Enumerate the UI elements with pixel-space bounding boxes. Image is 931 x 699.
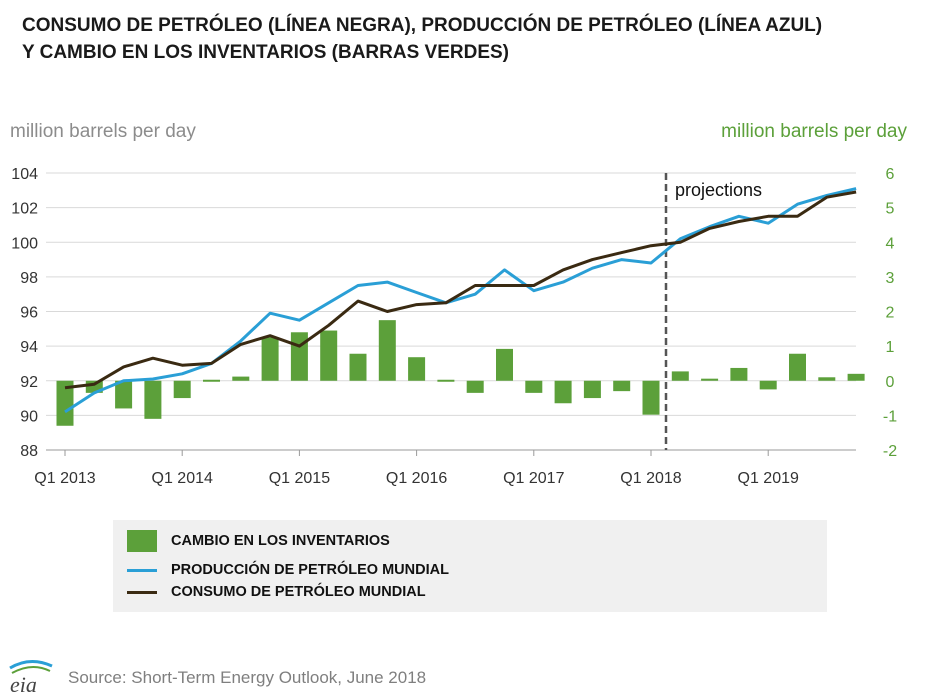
left-axis-tick-label: 100: [11, 235, 38, 252]
left-axis-tick-label: 94: [20, 339, 38, 356]
right-axis-tick-label: 2: [886, 305, 895, 322]
inventory-bar: [56, 380, 74, 426]
inventory-bar: [496, 348, 513, 381]
chart-title-line-1: CONSUMO DE PETRÓLEO (LÍNEA NEGRA), PRODU…: [22, 15, 823, 36]
inventory-bar: [320, 330, 338, 381]
right-axis-tick-label: 6: [886, 166, 895, 183]
production-line: [64, 187, 857, 414]
left-axis-tick-label: 102: [11, 201, 38, 218]
inventory-bar: [730, 367, 748, 381]
left-axis-tick-label: 92: [20, 374, 38, 391]
left-axis-tick-label: 104: [11, 166, 38, 183]
inventory-bar: [554, 380, 572, 404]
x-axis-tick-label: Q1 2013: [34, 470, 95, 487]
inventory-bar: [290, 332, 308, 381]
inventory-bar: [378, 320, 396, 381]
inventory-bar: [173, 380, 191, 399]
inventory-bar: [613, 380, 631, 392]
left-axis-tick-label: 90: [20, 408, 38, 425]
eia-logo-text: eia: [10, 672, 37, 696]
inventory-bar: [144, 380, 162, 419]
chart-canvas: 88 90 92 94 96 98 100 102 104 -2 -1 0 1 2 3 4 5 6 Q1 2013 Q…: [11, 166, 897, 487]
eia-logo: eia: [9, 660, 53, 696]
eia-logo-arc-icon: [9, 660, 53, 670]
legend-item-consumption: CONSUMO DE PETRÓLEO MUNDIAL: [127, 584, 426, 600]
chart-title: CONSUMO DE PETRÓLEO (LÍNEA NEGRA), PRODU…: [22, 12, 922, 66]
inventory-bar: [232, 376, 250, 381]
inventory-bar: [437, 379, 455, 382]
inventory-bar: [671, 371, 689, 381]
inventory-bar: [466, 380, 484, 393]
footer: eia Source: Short-Term Energy Outlook, J…: [0, 656, 931, 696]
right-axis-tick-label: 3: [886, 270, 895, 287]
inventory-bar: [203, 379, 220, 382]
inventory-bar: [759, 380, 777, 390]
inventory-bar: [701, 378, 719, 381]
inventory-bar: [847, 373, 865, 381]
inventory-bar: [642, 380, 660, 415]
consumption-line: [64, 190, 857, 390]
inventory-bar: [349, 353, 367, 381]
right-axis-tick-label: -2: [883, 443, 897, 460]
legend-swatch-consumption: [127, 590, 157, 594]
left-axis-tick-label: 98: [20, 270, 38, 287]
x-axis-tick-label: Q1 2015: [269, 470, 330, 487]
right-axis-tick-label: 4: [886, 235, 895, 252]
right-axis-unit-label: million barrels per day: [721, 121, 907, 142]
inventory-bar: [408, 357, 426, 381]
inventory-bar: [818, 377, 836, 381]
right-axis-tick-label: -1: [883, 408, 897, 425]
right-axis-tick-label: 0: [886, 374, 895, 391]
x-axis-tick-label: Q1 2018: [620, 470, 681, 487]
eia-logo-arc-green-icon: [11, 666, 51, 674]
left-axis-tick-label: 96: [20, 305, 38, 322]
legend-item-production: PRODUCCIÓN DE PETRÓLEO MUNDIAL: [127, 562, 449, 578]
legend-swatch-inventory: [127, 530, 157, 552]
legend: CAMBIO EN LOS INVENTARIOS PRODUCCIÓN DE …: [113, 520, 827, 612]
chart-title-line-2: Y CAMBIO EN LOS INVENTARIOS (BARRAS VERD…: [22, 42, 510, 63]
legend-label-production: PRODUCCIÓN DE PETRÓLEO MUNDIAL: [171, 562, 449, 578]
inventory-bar: [583, 380, 601, 399]
legend-item-inventory: CAMBIO EN LOS INVENTARIOS: [127, 530, 390, 552]
x-axis-tick-label: Q1 2017: [503, 470, 564, 487]
inventory-bar: [789, 353, 806, 381]
x-axis-tick-label: Q1 2016: [386, 470, 447, 487]
inventory-bar: [261, 337, 279, 381]
x-axis-tick-label: Q1 2014: [152, 470, 213, 487]
inventory-bar: [525, 380, 543, 393]
right-axis-tick-label: 5: [886, 201, 895, 218]
left-axis-tick-label: 88: [20, 443, 38, 460]
x-axis-tick-label: Q1 2019: [738, 470, 799, 487]
legend-label-consumption: CONSUMO DE PETRÓLEO MUNDIAL: [171, 584, 426, 600]
legend-swatch-production: [127, 568, 157, 572]
legend-label-inventory: CAMBIO EN LOS INVENTARIOS: [171, 533, 390, 549]
left-axis-unit-label: million barrels per day: [10, 121, 196, 142]
right-axis-tick-label: 1: [886, 339, 895, 356]
projections-annotation: projections: [675, 180, 762, 200]
source-note: Source: Short-Term Energy Outlook, June …: [68, 668, 427, 687]
inventory-bar: [115, 380, 133, 409]
